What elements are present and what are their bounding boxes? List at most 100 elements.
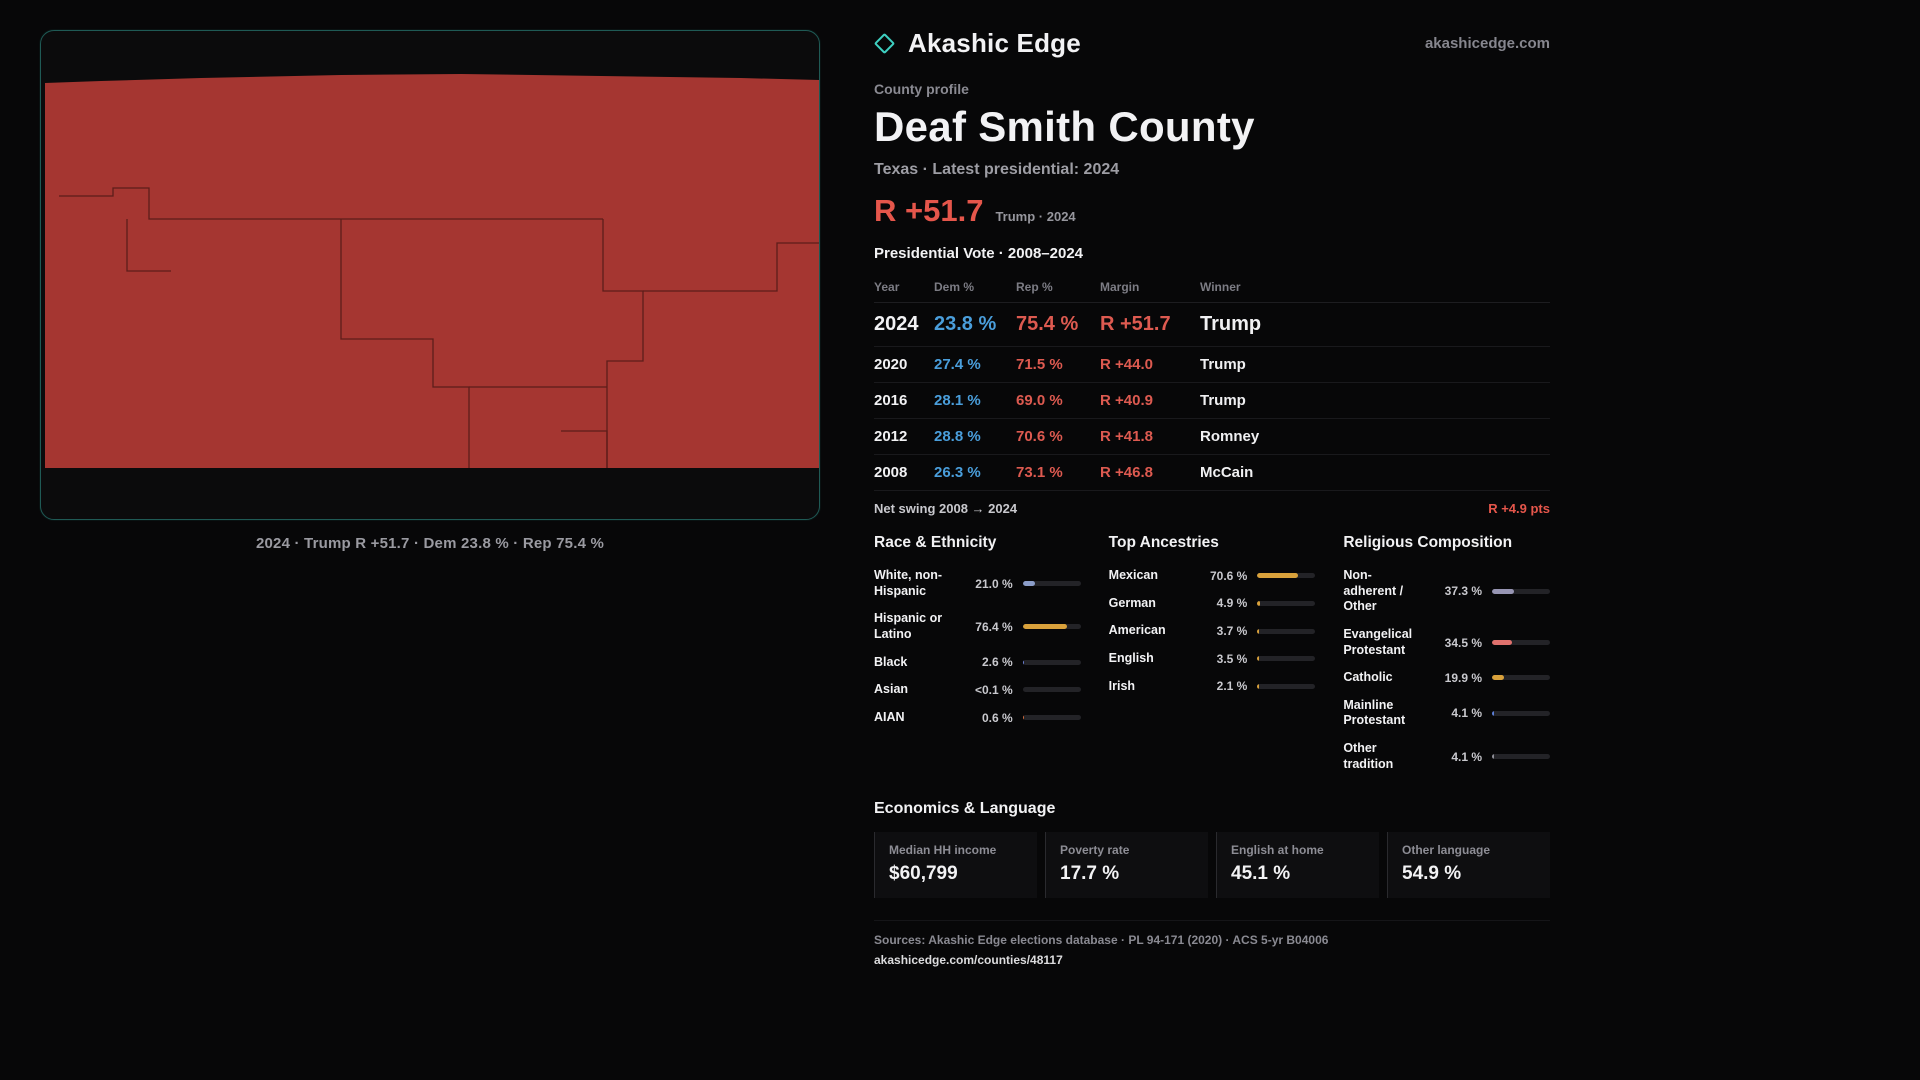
- demo-value: 76.4 %: [975, 619, 1013, 634]
- stat-label: Poverty rate: [1060, 843, 1130, 858]
- stat-value: $60,799: [889, 863, 958, 885]
- demo-value: 0.6 %: [981, 710, 1013, 725]
- demo-label: Irish: [1108, 678, 1136, 693]
- county-url-link[interactable]: akashicedge.com/counties/48117: [874, 953, 1063, 968]
- table-row: 2008 26.3 % 73.1 % R +46.8 McCain: [874, 455, 1550, 491]
- demo-label: Mexican: [1108, 568, 1158, 582]
- footer: Sources: Akashic Edge elections database…: [874, 920, 1550, 967]
- vote-table-header: Year Dem % Rep % Margin Winner: [874, 274, 1550, 303]
- demo-label: Other tradition: [1343, 741, 1394, 771]
- demo-row: Black 2.6 %: [874, 649, 1081, 677]
- top-ancestries-column: Top Ancestries Mexican 70.6 % German 4.9…: [1109, 534, 1316, 778]
- demographics-section: Race & Ethnicity White, non-Hispanic 21.…: [874, 534, 1550, 778]
- table-row: 2016 28.1 % 69.0 % R +40.9 Trump: [874, 383, 1550, 419]
- precinct-boundaries: [59, 187, 819, 468]
- demo-row: German 4.9 %: [1109, 590, 1316, 618]
- demo-bar: [1022, 715, 1081, 721]
- demo-bar: [1257, 683, 1316, 689]
- section-title: Race & Ethnicity: [874, 534, 997, 551]
- demo-bar: [1257, 573, 1316, 579]
- demo-label: German: [1108, 595, 1156, 610]
- demo-bar: [1492, 710, 1550, 716]
- demo-value: 2.6 %: [981, 655, 1013, 670]
- economics-stats: Median HH income $60,799 Poverty rate 17…: [874, 832, 1550, 899]
- map-panel-region: 2024 · Trump R +51.7 · Dem 23.8 % · Rep …: [0, 0, 862, 1080]
- demo-bar: [1022, 624, 1081, 630]
- demo-row: Hispanic or Latino 76.4 %: [874, 605, 1081, 648]
- cell-dem: 28.8 %: [934, 428, 981, 445]
- demo-bar: [1492, 640, 1550, 645]
- cell-margin: R +40.9: [1100, 392, 1153, 409]
- col-winner: Winner: [1200, 280, 1241, 294]
- demo-value: 4.1 %: [1451, 749, 1482, 764]
- demo-label: American: [1108, 623, 1166, 638]
- county-map: [40, 30, 820, 520]
- demo-row: White, non-Hispanic 21.0 %: [874, 562, 1081, 605]
- table-row: 2024 23.8 % 75.4 % R +51.7 Trump: [874, 303, 1550, 347]
- vote-table: Year Dem % Rep % Margin Winner 2024 23.8…: [874, 274, 1550, 520]
- vote-table-title: Presidential Vote · 2008–2024: [874, 245, 1084, 262]
- demo-label: White, non-Hispanic: [874, 568, 943, 598]
- demo-label: AIAN: [874, 709, 905, 724]
- cell-margin: R +46.8: [1100, 464, 1153, 481]
- section-title: Top Ancestries: [1108, 534, 1219, 551]
- col-margin: Margin: [1100, 280, 1140, 294]
- cell-winner: Trump: [1200, 392, 1246, 409]
- net-swing-value: R +4.9 pts: [1488, 501, 1550, 516]
- county-map-shape: [45, 74, 819, 468]
- brand-name: Akashic Edge: [908, 28, 1081, 58]
- cell-winner: Trump: [1200, 313, 1262, 335]
- demo-row: Evangelical Protestant 34.5 %: [1343, 621, 1550, 664]
- brand-site-link[interactable]: akashicedge.com: [1424, 35, 1550, 52]
- cell-dem: 28.1 %: [934, 392, 981, 409]
- demo-label: Black: [874, 654, 908, 669]
- stat-english-at-home: English at home 45.1 %: [1216, 832, 1379, 899]
- demo-row: Mainline Protestant 4.1 %: [1343, 692, 1550, 735]
- stat-label: English at home: [1231, 843, 1324, 858]
- race-ethnicity-column: Race & Ethnicity White, non-Hispanic 21.…: [874, 534, 1081, 778]
- col-rep: Rep %: [1016, 280, 1053, 294]
- demo-value: 4.1 %: [1451, 706, 1482, 721]
- page-title: Deaf Smith County: [874, 103, 1255, 150]
- cell-margin: R +41.8: [1100, 428, 1153, 445]
- col-year: Year: [874, 280, 900, 294]
- demo-value: 21.0 %: [975, 576, 1013, 591]
- demo-label: Catholic: [1343, 670, 1393, 685]
- demo-row: Non-adherent / Other 37.3 %: [1343, 562, 1550, 621]
- stat-median-income: Median HH income $60,799: [874, 832, 1037, 899]
- stat-value: 45.1 %: [1231, 863, 1291, 885]
- cell-margin: R +44.0: [1100, 356, 1153, 373]
- cell-rep: 75.4 %: [1016, 313, 1079, 335]
- demo-label: Mainline Protestant: [1343, 697, 1406, 728]
- demo-row: Catholic 19.9 %: [1343, 664, 1550, 692]
- net-swing-row: Net swing 2008 → 2024 R +4.9 pts: [874, 491, 1550, 520]
- net-swing-label: Net swing 2008 → 2024: [874, 501, 1018, 516]
- demo-row: Other tradition 4.1 %: [1343, 735, 1550, 778]
- cell-winner: Romney: [1200, 428, 1260, 445]
- demo-value: 34.5 %: [1444, 635, 1482, 650]
- demo-label: Non-adherent / Other: [1343, 568, 1404, 614]
- cell-rep: 73.1 %: [1016, 464, 1063, 481]
- section-title: Religious Composition: [1343, 534, 1513, 551]
- demo-row: Mexican 70.6 %: [1109, 562, 1316, 590]
- headline-margin-row: R +51.7 Trump · 2024: [874, 193, 1550, 229]
- eyebrow-label: County profile: [874, 81, 969, 97]
- cell-year: 2016: [874, 392, 908, 409]
- demo-bar: [1022, 687, 1081, 693]
- demo-value: 37.3 %: [1444, 584, 1482, 599]
- demo-bar: [1492, 754, 1550, 760]
- county-profile-panel: Akashic Edge akashicedge.com County prof…: [873, 0, 1550, 1080]
- cell-winner: McCain: [1200, 464, 1254, 481]
- cell-winner: Trump: [1200, 356, 1246, 373]
- headline-margin-note: Trump · 2024: [995, 209, 1076, 224]
- cell-margin: R +51.7: [1100, 313, 1171, 335]
- stat-other-language: Other language 54.9 %: [1387, 832, 1550, 899]
- table-row: 2020 27.4 % 71.5 % R +44.0 Trump: [874, 347, 1550, 383]
- demo-value: 4.9 %: [1216, 596, 1248, 611]
- stat-value: 54.9 %: [1402, 863, 1462, 885]
- demo-value: <0.1 %: [974, 682, 1013, 697]
- cell-dem: 26.3 %: [934, 464, 981, 481]
- demo-bar: [1492, 675, 1550, 681]
- map-caption: 2024 · Trump R +51.7 · Dem 23.8 % · Rep …: [255, 535, 605, 552]
- page-subtitle: Texas · Latest presidential: 2024: [874, 161, 1120, 178]
